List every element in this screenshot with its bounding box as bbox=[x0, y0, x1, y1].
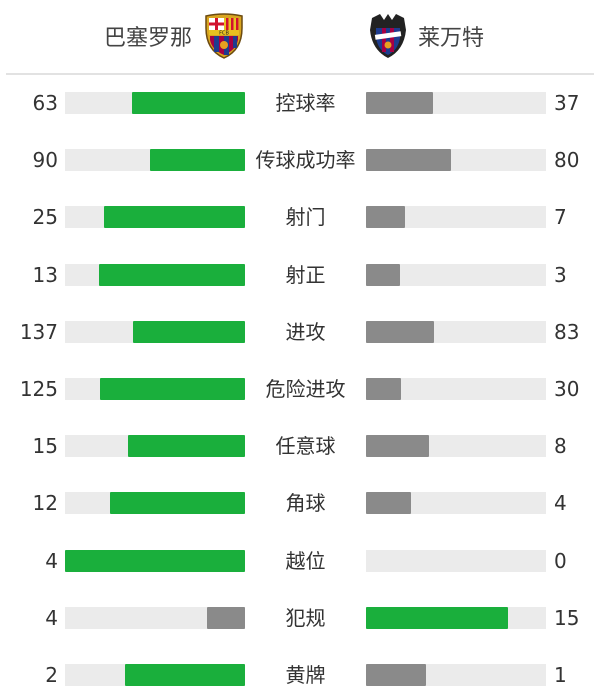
stat-label: 进攻 bbox=[285, 319, 326, 344]
stat-row: 90 传球成功率 80 bbox=[0, 145, 600, 175]
stat-row: 4 越位 0 bbox=[0, 546, 600, 576]
home-stat-bar-fill bbox=[110, 492, 245, 515]
home-stat-value: 12 bbox=[32, 491, 58, 516]
home-stat-bar-fill bbox=[125, 664, 245, 686]
stat-label: 危险进攻 bbox=[265, 377, 346, 401]
home-stat-bar bbox=[65, 435, 245, 458]
stat-row: 12 角球 4 bbox=[0, 488, 600, 518]
stat-label: 控球率 bbox=[275, 91, 336, 115]
home-stat-bar-fill bbox=[127, 435, 245, 458]
away-stat-value: 83 bbox=[554, 319, 580, 344]
away-team-name[interactable]: 莱万特 bbox=[418, 26, 485, 51]
stat-label: 射正 bbox=[285, 262, 326, 287]
home-stat-bar-fill bbox=[65, 549, 245, 572]
home-stat-value: 90 bbox=[32, 148, 58, 173]
away-stat-bar-fill bbox=[366, 664, 426, 686]
away-stat-value: 0 bbox=[554, 548, 567, 573]
home-stat-bar bbox=[65, 664, 245, 686]
away-stat-bar bbox=[366, 549, 546, 572]
home-stat-value: 125 bbox=[19, 377, 58, 401]
home-team-name[interactable]: 巴塞罗那 bbox=[104, 26, 193, 51]
home-stat-bar bbox=[65, 378, 245, 400]
home-stat-value: 15 bbox=[32, 434, 58, 459]
away-stat-bar-fill bbox=[366, 378, 401, 400]
home-stat-bar bbox=[65, 149, 245, 172]
home-stat-bar bbox=[65, 549, 245, 572]
home-stat-value: 13 bbox=[32, 262, 58, 287]
stat-label: 任意球 bbox=[275, 434, 336, 459]
home-stat-bar bbox=[65, 606, 245, 629]
home-stat-bar bbox=[65, 492, 245, 515]
away-stat-bar-fill bbox=[366, 92, 433, 114]
away-stat-bar-fill bbox=[366, 320, 434, 343]
home-stat-value: 4 bbox=[45, 548, 58, 573]
away-stat-bar-fill bbox=[366, 606, 509, 629]
stat-label: 射门 bbox=[285, 205, 326, 230]
home-stat-bar-fill bbox=[99, 378, 245, 400]
home-stat-bar-fill bbox=[131, 92, 245, 114]
away-stat-bar-fill bbox=[366, 206, 406, 229]
stat-label: 黄牌 bbox=[285, 663, 326, 687]
away-stat-value: 7 bbox=[554, 205, 567, 230]
home-stat-bar bbox=[65, 263, 245, 286]
home-stat-bar bbox=[65, 320, 245, 343]
away-stat-bar-fill bbox=[366, 263, 400, 286]
away-stat-value: 15 bbox=[554, 605, 580, 630]
stat-label: 传球成功率 bbox=[255, 148, 356, 173]
away-stat-bar-fill bbox=[366, 435, 429, 458]
away-stat-value: 30 bbox=[554, 377, 580, 401]
home-stat-value: 63 bbox=[32, 91, 58, 115]
away-stat-value: 1 bbox=[554, 663, 567, 687]
away-stat-bar-fill bbox=[366, 149, 451, 172]
home-stat-bar-fill bbox=[132, 320, 245, 343]
levante-crest-icon[interactable] bbox=[366, 12, 410, 60]
home-stat-bar bbox=[65, 206, 245, 229]
stat-label: 角球 bbox=[285, 491, 326, 516]
away-stat-value: 3 bbox=[554, 262, 567, 287]
home-stat-value: 2 bbox=[45, 663, 58, 687]
stat-row: 13 射正 3 bbox=[0, 260, 600, 290]
stat-label: 越位 bbox=[285, 548, 326, 573]
away-stat-value: 37 bbox=[554, 91, 580, 115]
stat-row: 15 任意球 8 bbox=[0, 431, 600, 461]
home-stat-bar-fill bbox=[98, 263, 245, 286]
away-stat-bar bbox=[366, 664, 546, 686]
away-stat-bar bbox=[366, 149, 546, 172]
stat-row: 4 犯规 15 bbox=[0, 603, 600, 633]
away-stat-bar bbox=[366, 263, 546, 286]
header-divider bbox=[6, 73, 594, 75]
home-stat-bar-fill bbox=[104, 206, 245, 229]
stat-row: 137 进攻 83 bbox=[0, 317, 600, 347]
home-stat-bar-fill bbox=[207, 606, 245, 629]
svg-text:FCB: FCB bbox=[219, 31, 229, 37]
stat-row: 2 黄牌 1 bbox=[0, 660, 600, 690]
stat-label: 犯规 bbox=[285, 605, 326, 630]
home-stat-bar-fill bbox=[149, 149, 245, 172]
home-stat-value: 4 bbox=[45, 605, 58, 630]
away-stat-bar bbox=[366, 92, 546, 114]
stat-row: 125 危险进攻 30 bbox=[0, 374, 600, 404]
home-stat-value: 137 bbox=[19, 319, 58, 344]
away-stat-bar bbox=[366, 378, 546, 400]
home-stat-value: 25 bbox=[32, 205, 58, 230]
stat-row: 63 控球率 37 bbox=[0, 88, 600, 118]
fc-barcelona-crest-icon[interactable]: FCB bbox=[202, 12, 246, 60]
away-stat-value: 8 bbox=[554, 434, 567, 459]
away-stat-bar bbox=[366, 206, 546, 229]
home-stat-bar bbox=[65, 92, 245, 114]
away-stat-bar bbox=[366, 320, 546, 343]
away-stat-value: 4 bbox=[554, 491, 567, 516]
away-stat-bar-fill bbox=[366, 492, 411, 515]
stat-row: 25 射门 7 bbox=[0, 202, 600, 232]
away-stat-bar bbox=[366, 606, 546, 629]
away-stat-bar bbox=[366, 435, 546, 458]
match-header: 巴塞罗那 FCB 莱万特 bbox=[0, 0, 600, 73]
away-stat-bar bbox=[366, 492, 546, 515]
away-stat-value: 80 bbox=[554, 148, 580, 173]
